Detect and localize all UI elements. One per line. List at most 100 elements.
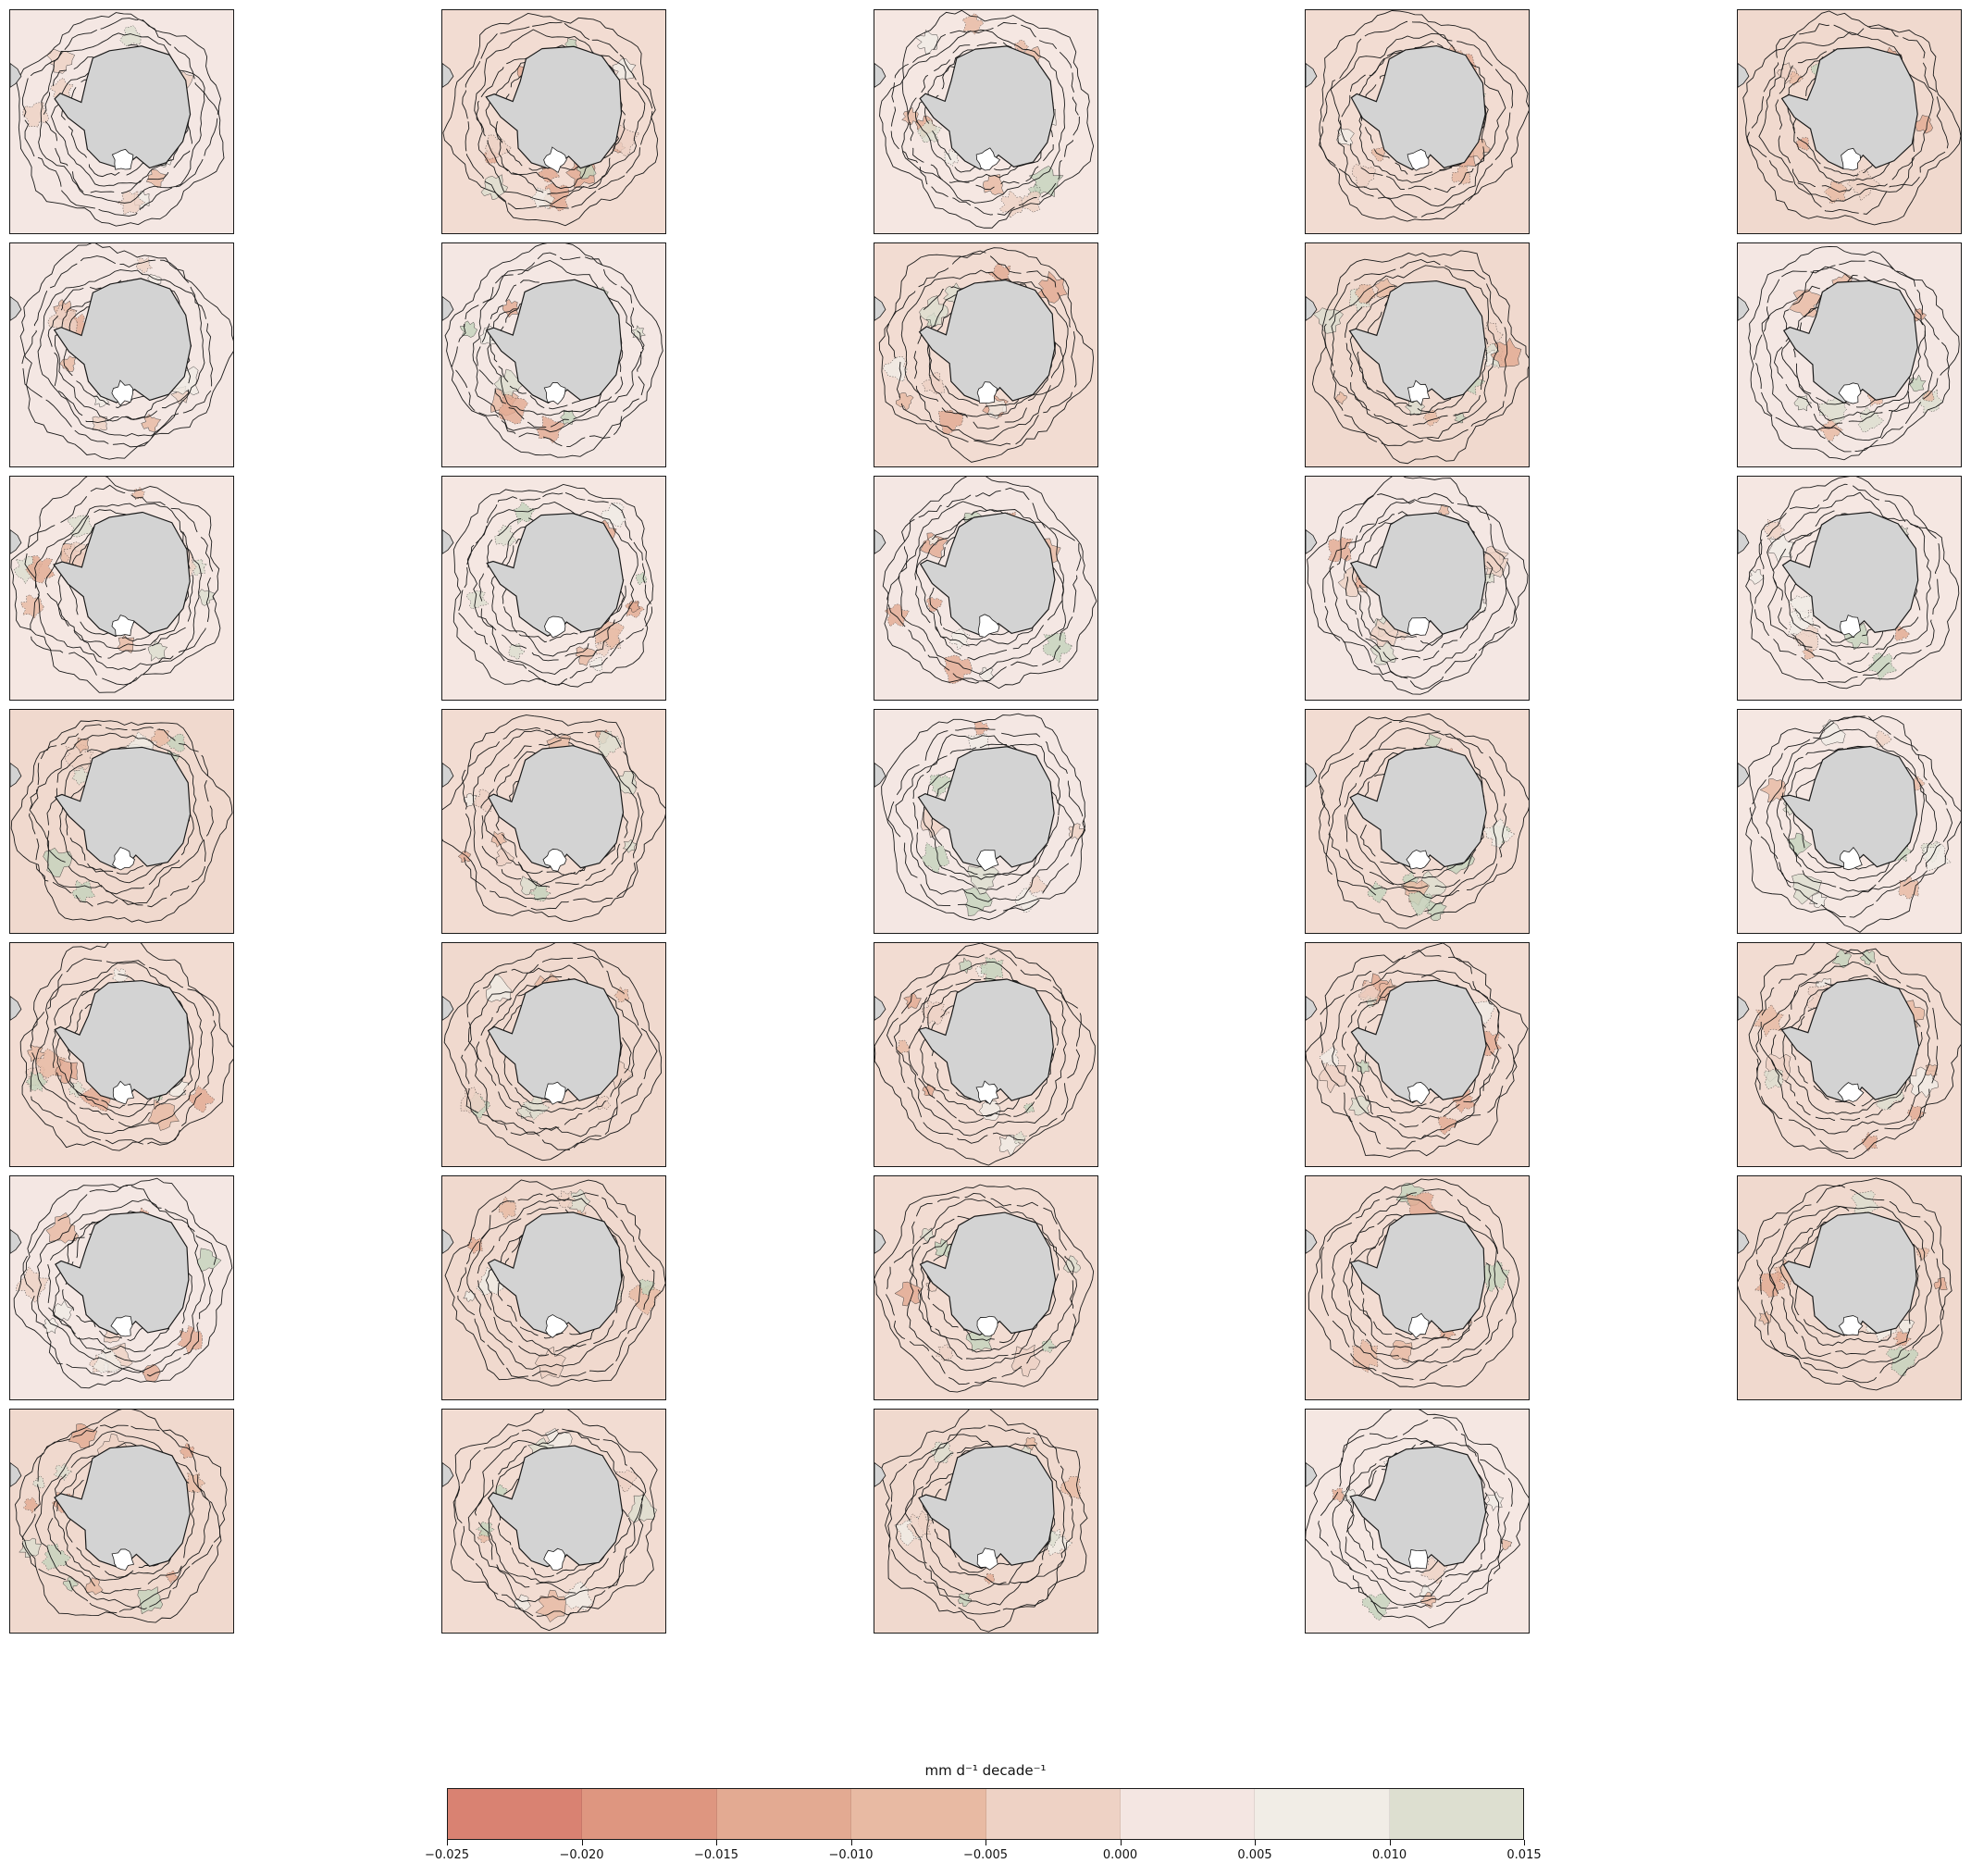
contour-line (1766, 491, 1931, 674)
anomaly-patch (1490, 337, 1522, 367)
colorbar-segment (851, 1789, 986, 1839)
map-panel (9, 709, 234, 934)
anomaly-patch (589, 656, 603, 672)
map-panel (874, 942, 1098, 1167)
panel-plot (1738, 1176, 1961, 1399)
anomaly-patch (919, 295, 949, 329)
contour-line (476, 280, 624, 429)
anomaly-patch (638, 1278, 656, 1297)
panel-plot (10, 1176, 233, 1399)
anomaly-patch (1796, 136, 1810, 151)
ice-shelf (976, 381, 998, 404)
south-america-landmass (1306, 763, 1318, 788)
map-panel (1737, 242, 1962, 467)
south-america-landmass (874, 1229, 886, 1254)
anomaly-patch (604, 124, 640, 157)
contour-line (472, 729, 639, 901)
south-america-landmass (1738, 296, 1750, 321)
map-panel (9, 242, 234, 467)
anomaly-patch (896, 1039, 911, 1055)
panel-plot (442, 10, 665, 233)
anomaly-patch (130, 486, 145, 500)
south-america-landmass (1306, 63, 1318, 88)
contour-line (1748, 246, 1960, 461)
south-america-landmass (10, 763, 22, 788)
contour-line (886, 250, 1077, 447)
south-america-landmass (442, 296, 454, 321)
south-america-landmass (10, 1462, 22, 1487)
colorbar-segment (448, 1789, 583, 1839)
panel-plot (1306, 243, 1529, 466)
contour-line (1306, 943, 1529, 1158)
antarctica-landmass (1780, 46, 1918, 169)
anomaly-patch (22, 102, 49, 128)
contour-line (467, 1431, 644, 1603)
contour-line (462, 21, 653, 210)
anomaly-patch (189, 559, 208, 577)
map-panel (441, 9, 666, 234)
map-panel (9, 9, 234, 234)
colorbar-tick-label: 0.000 (1102, 1848, 1138, 1862)
contour-line (444, 243, 663, 458)
panel-plot (10, 243, 233, 466)
ice-shelf (1407, 1082, 1431, 1105)
contour-line (443, 943, 663, 1162)
ice-shelf (1407, 149, 1430, 171)
contour-line (29, 732, 204, 905)
contour-line (37, 1199, 206, 1373)
anomaly-patch (71, 879, 96, 903)
south-america-landmass (442, 763, 454, 788)
map-panel (1305, 242, 1530, 467)
panel-plot (1306, 1176, 1529, 1399)
contour-line (906, 1199, 1077, 1372)
contour-line (29, 724, 214, 908)
anomaly-patch (929, 1441, 954, 1463)
contour-line (442, 714, 665, 923)
contour-line (1330, 265, 1498, 440)
anomaly-patch (963, 887, 993, 916)
panel-plot (1306, 943, 1529, 1166)
south-america-landmass (874, 529, 886, 554)
anomaly-patch (92, 1347, 122, 1373)
colorbar-tick-label: 0.015 (1506, 1848, 1542, 1862)
anomaly-patch (1037, 270, 1068, 304)
anomaly-patch (1043, 631, 1072, 664)
anomaly-patch (978, 1100, 1001, 1121)
ice-shelf (1839, 847, 1863, 871)
panel-plot (1738, 243, 1961, 466)
contour-line (900, 269, 1069, 442)
colorbar-tick (1524, 1840, 1525, 1845)
ice-shelf (543, 1547, 566, 1571)
contour-line (21, 255, 214, 448)
map-panel (441, 1409, 666, 1634)
anomaly-patch (922, 999, 950, 1025)
anomaly-patch (476, 1266, 504, 1297)
ice-shelf (1406, 850, 1432, 870)
anomaly-patch (1423, 409, 1441, 427)
anomaly-patch (915, 29, 939, 56)
anomaly-patch (42, 1318, 59, 1335)
map-panel (1305, 709, 1530, 934)
antarctica-landmass (487, 1445, 624, 1568)
anomaly-patch (166, 733, 186, 752)
anomaly-patch (64, 744, 93, 774)
anomaly-patch (998, 1134, 1021, 1157)
panel-plot (1738, 477, 1961, 700)
anomaly-patch (1454, 413, 1468, 424)
ice-shelf (1407, 617, 1430, 637)
contour-line (1307, 477, 1529, 695)
colorbar-tick (581, 1840, 583, 1845)
anomaly-patch (1793, 395, 1813, 412)
map-panel (1305, 1409, 1530, 1634)
antarctica-landmass (486, 513, 625, 637)
antarctica-landmass (1780, 977, 1920, 1103)
contour-line (1323, 258, 1508, 446)
anomaly-patch (1922, 390, 1935, 402)
anomaly-patch (73, 737, 90, 754)
contour-line (1329, 499, 1507, 679)
map-panel (441, 242, 666, 467)
anomaly-patch (1875, 730, 1892, 748)
anomaly-patch (1438, 504, 1450, 517)
ice-shelf (976, 849, 999, 872)
contour-line (882, 477, 1097, 690)
